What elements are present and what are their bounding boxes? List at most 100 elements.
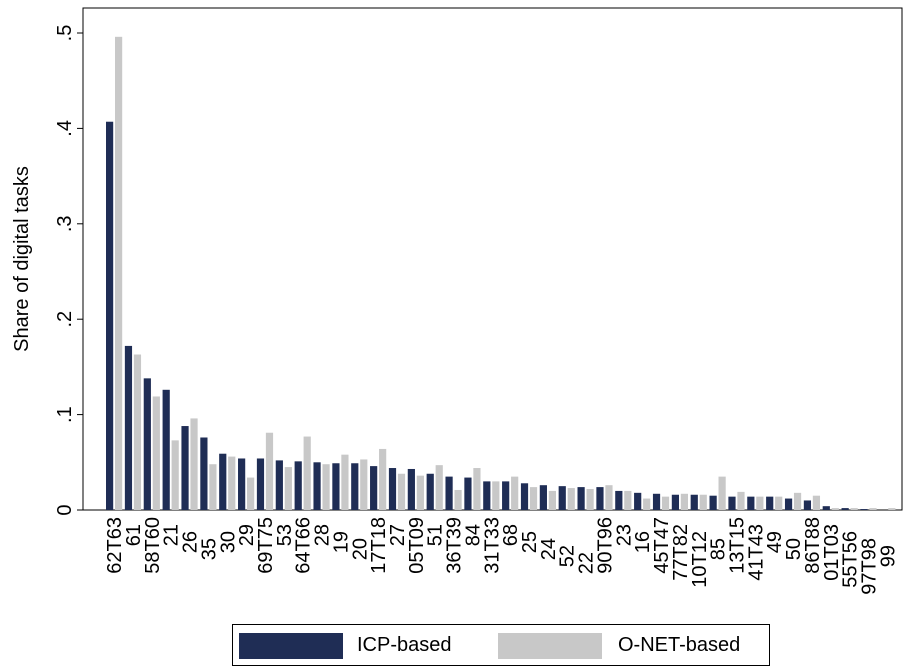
bar-icp	[143, 378, 151, 510]
y-axis-label: Share of digital tasks	[11, 166, 33, 352]
y-tick-label: .1	[54, 406, 76, 423]
y-tick-label: .3	[54, 215, 76, 232]
bar-icp	[256, 458, 265, 510]
bar-onet	[548, 490, 556, 510]
bar-icp	[652, 493, 661, 510]
y-tick-label: .5	[54, 25, 76, 42]
bar-onet	[247, 477, 255, 510]
bar-onet	[643, 498, 651, 510]
bar-onet	[831, 508, 839, 510]
bar-icp	[162, 389, 170, 510]
bar-onet	[284, 467, 292, 510]
bar-onet	[265, 432, 274, 510]
bar-icp	[784, 498, 793, 510]
bar-icp	[181, 426, 189, 510]
legend-label-onet: O-NET-based	[618, 634, 741, 656]
bar-icp	[671, 494, 679, 510]
bar-onet	[586, 489, 594, 510]
x-tick-label: 85	[708, 538, 730, 560]
bar-icp	[615, 490, 623, 510]
bar-icp	[332, 463, 340, 510]
x-tick-label: 49	[764, 531, 786, 553]
bar-onet	[209, 464, 217, 510]
bar-icp	[841, 508, 849, 510]
x-tick-label: 30	[217, 531, 239, 553]
x-tick-label: 69T75	[255, 517, 277, 574]
x-tick-label: 53	[274, 524, 296, 546]
bar-icp	[426, 473, 434, 510]
x-tick-label: 20	[349, 538, 371, 560]
bar-onet	[152, 396, 160, 510]
bar-onet	[888, 508, 896, 510]
bar-onet	[341, 454, 349, 510]
bar-onet	[624, 490, 632, 510]
x-tick-label: 22	[576, 552, 598, 574]
x-tick-label: 58T60	[142, 517, 164, 574]
x-tick-label: 62T63	[104, 517, 126, 574]
x-tick-label: 24	[538, 538, 560, 560]
bar-icp	[803, 500, 812, 510]
bar-onet	[793, 492, 802, 510]
legend-swatch-icp	[239, 633, 343, 659]
x-tick-label: 84	[462, 524, 484, 546]
x-tick-label: 77T82	[670, 524, 692, 581]
bar-onet	[812, 495, 821, 510]
bar-icp	[728, 496, 736, 510]
bar-onet	[171, 440, 179, 510]
bar-onet	[718, 476, 726, 510]
x-tick-label: 28	[312, 524, 334, 546]
bar-onet	[737, 491, 745, 510]
bar-onet	[756, 496, 764, 510]
bar-icp	[407, 468, 415, 510]
bar-onet	[435, 465, 443, 510]
bar-onet	[699, 494, 707, 510]
y-axis: 0 .1 .2 .3 .4 .5	[54, 25, 83, 516]
x-tick-label: 61	[123, 524, 145, 546]
bar-icp	[690, 494, 698, 510]
x-tick-label: 16	[632, 531, 654, 553]
x-tick-label: 68	[500, 524, 522, 546]
x-tick-label: 25	[519, 531, 541, 553]
bar-icp	[766, 496, 774, 510]
bar-icp	[860, 509, 868, 510]
bar-onet	[416, 475, 424, 510]
x-tick-label: 45T47	[651, 517, 673, 574]
bar-onet	[529, 487, 538, 510]
x-tick-label: 41T43	[745, 524, 767, 581]
bar-icp	[313, 462, 321, 510]
x-tick-label: 64T66	[293, 517, 315, 574]
bar-onet	[190, 418, 198, 510]
bar-onet	[133, 354, 142, 510]
bar-icp	[370, 466, 378, 510]
bar-onet	[492, 481, 500, 510]
bar-onet	[567, 488, 575, 510]
bar-icp	[596, 487, 604, 510]
x-tick-label: 52	[557, 545, 579, 567]
bar-icp	[558, 486, 566, 510]
x-tick-label: 90T96	[594, 517, 616, 574]
bar-icp	[200, 437, 208, 510]
bar-onet	[511, 476, 519, 510]
legend-swatch-onet	[498, 633, 602, 659]
bar-icp	[502, 481, 510, 510]
x-tick-label: 19	[330, 531, 352, 553]
bar-onet	[379, 448, 387, 510]
x-tick-label: 27	[387, 524, 409, 546]
bar-onet	[397, 473, 406, 510]
bar-onet	[775, 496, 783, 510]
y-tick-label: .4	[54, 120, 76, 137]
bar-icp	[520, 483, 529, 510]
x-tick-label: 35	[198, 538, 220, 560]
x-tick-label: 10T12	[689, 531, 711, 588]
bar-onet	[322, 464, 330, 510]
bar-onet	[115, 36, 123, 510]
x-tick-label: 99	[877, 545, 899, 567]
x-tick-label: 55T56	[840, 531, 862, 588]
bar-onet	[850, 508, 858, 510]
bar-icp	[294, 461, 302, 510]
bar-icp	[464, 477, 472, 510]
x-tick-label: 50	[783, 538, 805, 560]
x-tick-label: 97T98	[859, 538, 881, 595]
legend: ICP-based O-NET-based	[232, 624, 770, 666]
